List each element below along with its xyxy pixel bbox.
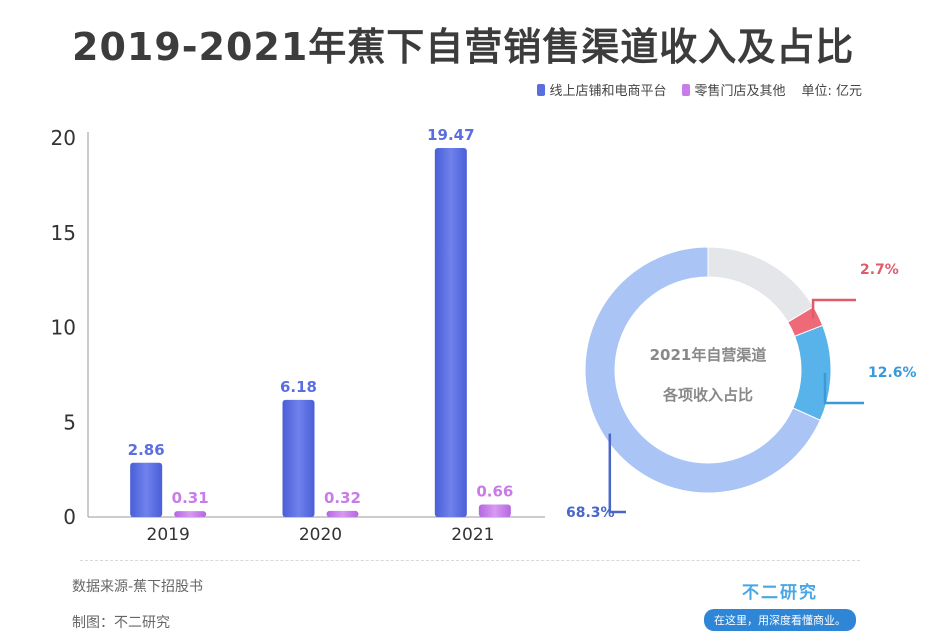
donut-slice-12.6%	[792, 324, 832, 421]
donut-slice-label: 68.3%	[566, 505, 615, 521]
footer-divider	[80, 560, 860, 561]
bar-value-label: 19.47	[427, 126, 474, 144]
brand-slogan: 在这里，用深度看懂商业。	[704, 609, 856, 631]
legend-item-retail: 零售门店及其他	[682, 80, 785, 99]
bar-value-label: 0.31	[172, 489, 209, 507]
legend-label-retail: 零售门店及其他	[694, 84, 786, 99]
brand-logo: 不二研究	[742, 583, 818, 603]
legend-label-online: 线上店铺和电商平台	[549, 84, 667, 99]
maker-note: 制图：不二研究	[72, 615, 170, 631]
legend-swatch-online	[537, 83, 546, 96]
donut-center-title-2: 各项收入占比	[662, 386, 753, 404]
bar-value-label: 0.32	[324, 489, 361, 507]
donut-slice-label: 2.7%	[860, 262, 899, 278]
y-tick-label: 20	[51, 126, 76, 150]
x-tick-label: 2019	[147, 525, 190, 545]
donut-slice-other	[707, 246, 815, 323]
legend: 线上店铺和电商平台 零售门店及其他 单位: 亿元	[537, 80, 862, 99]
donut-slice-label: 12.6%	[868, 365, 917, 381]
donut-center-title-1: 2021年自营渠道	[650, 346, 767, 364]
bar-2021-series1	[478, 504, 511, 517]
y-tick-label: 0	[63, 505, 76, 529]
bar-2021-series0	[434, 148, 467, 517]
y-tick-label: 15	[51, 221, 76, 245]
donut-leader-line	[811, 298, 856, 319]
x-tick-label: 2020	[299, 525, 342, 545]
bar-2020-series1	[326, 510, 359, 517]
bar-value-label: 2.86	[128, 441, 165, 459]
y-tick-label: 10	[51, 316, 76, 340]
donut-slice-68.3%	[584, 246, 821, 494]
brand-block: 不二研究 在这里，用深度看懂商业。	[700, 578, 860, 631]
legend-item-online: 线上店铺和电商平台	[537, 80, 666, 99]
legend-swatch-retail	[682, 83, 691, 96]
x-tick-label: 2021	[451, 525, 494, 545]
unit-label: 单位: 亿元	[801, 84, 862, 99]
bar-2019-series1	[174, 511, 207, 517]
y-tick-label: 5	[63, 410, 76, 434]
bar-value-label: 0.66	[476, 482, 513, 500]
chart-title: 2019-2021年蕉下自营销售渠道收入及占比	[72, 25, 855, 69]
bar-2020-series0	[282, 399, 315, 517]
donut-leader-line	[823, 372, 864, 405]
source-note: 数据来源-蕉下招股书	[72, 579, 204, 595]
bar-2019-series0	[130, 462, 163, 517]
donut-leader-line	[608, 433, 626, 514]
bar-value-label: 6.18	[280, 378, 317, 396]
